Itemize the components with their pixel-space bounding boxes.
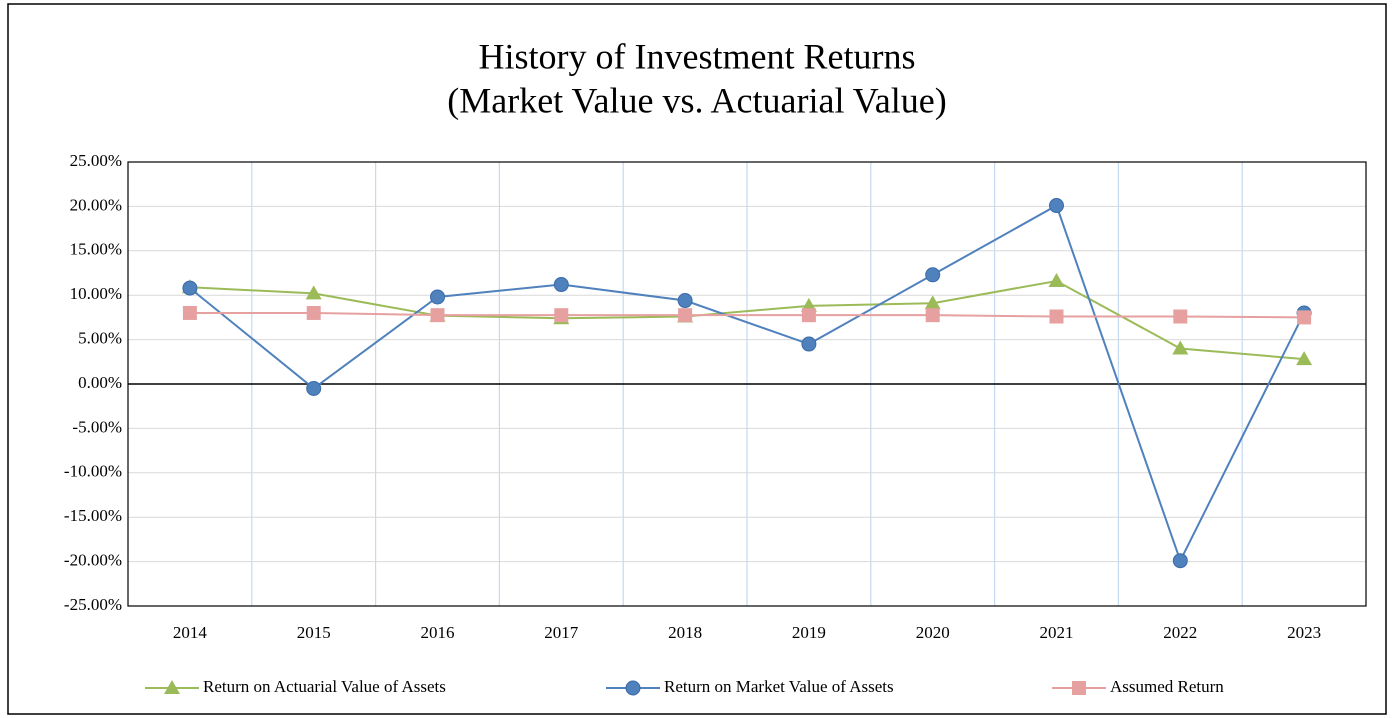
- y-tick-label: 20.00%: [70, 195, 122, 214]
- marker: [1172, 340, 1189, 355]
- marker: [305, 285, 322, 300]
- marker: [1172, 553, 1188, 569]
- x-tick-label: 2017: [544, 623, 579, 642]
- marker: [430, 289, 445, 305]
- x-tick-label: 2016: [421, 623, 455, 642]
- y-tick-label: 25.00%: [70, 151, 122, 170]
- x-tick-label: 2015: [297, 623, 331, 642]
- x-tick-label: 2019: [792, 623, 826, 642]
- y-tick-label: 10.00%: [70, 284, 122, 303]
- x-tick-label: 2023: [1287, 623, 1321, 642]
- marker: [1072, 681, 1086, 695]
- marker: [1049, 309, 1064, 324]
- x-tick-label: 2014: [173, 623, 208, 642]
- y-tick-label: -5.00%: [72, 417, 122, 436]
- marker: [430, 308, 445, 323]
- chart-subtitle: (Market Value vs. Actuarial Value): [447, 80, 947, 120]
- marker: [677, 293, 693, 309]
- x-tick-label: 2020: [916, 623, 950, 642]
- marker: [1048, 272, 1065, 287]
- marker: [306, 380, 322, 396]
- marker: [924, 295, 941, 310]
- legend-label: Assumed Return: [1110, 677, 1224, 696]
- marker: [164, 680, 180, 694]
- y-tick-label: -10.00%: [64, 462, 122, 481]
- chart-title: History of Investment Returns: [479, 36, 916, 76]
- marker: [1049, 198, 1064, 214]
- marker: [925, 267, 941, 283]
- marker: [306, 305, 321, 320]
- y-tick-label: -15.00%: [64, 506, 122, 525]
- y-tick-label: 0.00%: [78, 373, 122, 392]
- marker: [801, 308, 816, 323]
- marker: [554, 308, 569, 323]
- marker: [182, 280, 198, 296]
- marker: [1173, 309, 1188, 324]
- y-tick-label: -25.00%: [64, 595, 122, 614]
- series-line: [189, 311, 1305, 319]
- marker: [1297, 310, 1312, 325]
- y-tick-label: 15.00%: [70, 240, 122, 259]
- marker: [925, 308, 940, 323]
- y-tick-label: -20.00%: [64, 551, 122, 570]
- x-tick-label: 2018: [668, 623, 702, 642]
- marker: [553, 277, 569, 293]
- marker: [801, 336, 817, 352]
- plot-border: [127, 161, 1367, 607]
- legend-label: Return on Market Value of Assets: [664, 677, 894, 696]
- x-tick-label: 2022: [1163, 623, 1197, 642]
- series-line: [189, 279, 1305, 361]
- y-tick-label: 5.00%: [78, 329, 122, 348]
- marker: [625, 680, 641, 696]
- marker: [678, 308, 693, 323]
- x-tick-label: 2021: [1040, 623, 1074, 642]
- marker: [1296, 351, 1313, 366]
- series-line: [189, 204, 1305, 564]
- chart-border: [7, 3, 1387, 715]
- marker: [182, 305, 197, 320]
- legend-label: Return on Actuarial Value of Assets: [203, 677, 446, 696]
